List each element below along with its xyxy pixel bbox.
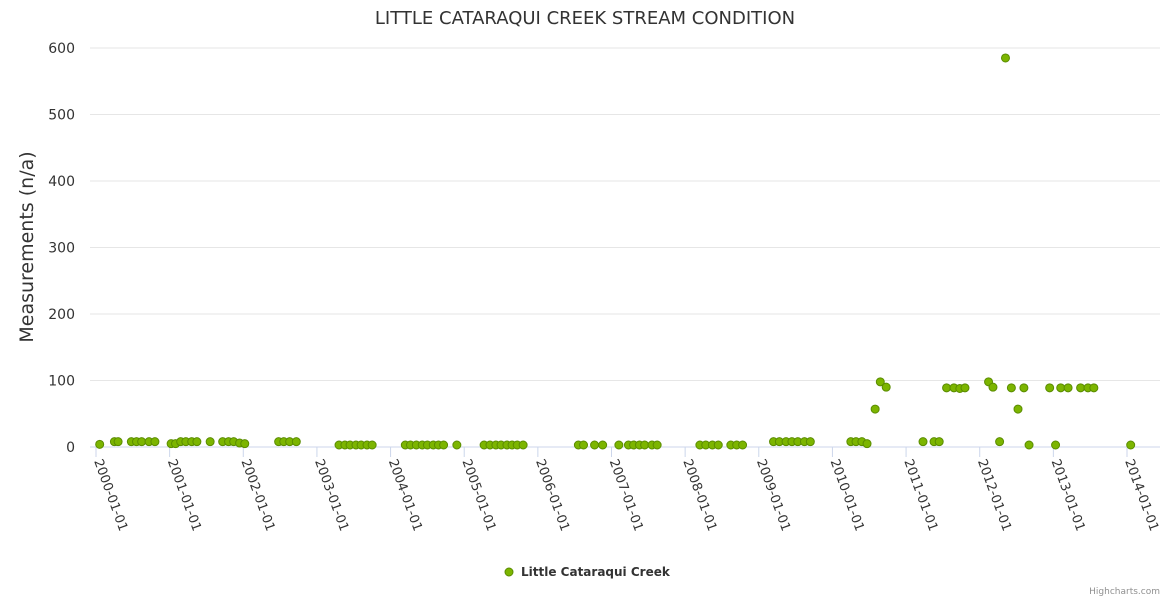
data-point[interactable] — [95, 439, 105, 449]
y-tick-label: 400 — [48, 174, 75, 190]
y-axis-label: Measurements (n/a) — [16, 151, 38, 342]
legend-item-label[interactable]: Little Cataraqui Creek — [521, 565, 671, 579]
y-tick-label: 300 — [48, 241, 75, 257]
data-point[interactable] — [862, 439, 872, 449]
data-point[interactable] — [942, 383, 952, 393]
x-tick-label: 2013-01-01 — [1048, 457, 1088, 533]
x-tick-label: 2001-01-01 — [164, 457, 204, 533]
x-tick-label: 2003-01-01 — [311, 457, 351, 533]
data-point[interactable] — [960, 383, 970, 393]
grid-lines — [90, 47, 1160, 381]
x-tick-label: 2006-01-01 — [532, 457, 572, 533]
y-tick-label: 0 — [66, 440, 75, 456]
data-point[interactable] — [1019, 383, 1029, 393]
x-tick-label: 2002-01-01 — [238, 457, 278, 533]
data-point[interactable] — [1076, 383, 1086, 393]
data-point[interactable] — [870, 404, 880, 414]
data-point[interactable] — [1045, 383, 1055, 393]
data-point[interactable] — [1000, 53, 1010, 63]
data-point[interactable] — [614, 440, 624, 450]
data-point[interactable] — [439, 440, 449, 450]
data-point[interactable] — [1126, 440, 1136, 450]
x-tick-label: 2011-01-01 — [900, 457, 940, 533]
y-tick-label: 500 — [48, 108, 75, 124]
x-tick-label: 2009-01-01 — [753, 457, 793, 533]
y-axis-ticks: 0 100 200 300 400 500 600 — [48, 41, 75, 456]
data-point[interactable] — [598, 440, 608, 450]
data-point[interactable] — [113, 437, 123, 447]
data-point[interactable] — [640, 440, 650, 450]
data-point[interactable] — [713, 440, 723, 450]
credits-link[interactable]: Highcharts.com — [1089, 587, 1160, 597]
data-point[interactable] — [1089, 383, 1099, 393]
x-axis-ticks: 2000-01-01 2001-01-01 2002-01-01 2003-01-01… — [90, 447, 1161, 533]
legend-marker — [504, 567, 514, 577]
data-point[interactable] — [1006, 383, 1016, 393]
x-tick-label: 2005-01-01 — [458, 457, 498, 533]
data-point[interactable] — [1024, 440, 1034, 450]
x-tick-label: 2010-01-01 — [827, 457, 867, 533]
data-point[interactable] — [918, 437, 928, 447]
data-point[interactable] — [805, 437, 815, 447]
series-points — [95, 53, 1136, 450]
data-point[interactable] — [452, 440, 462, 450]
data-point[interactable] — [1051, 440, 1061, 450]
x-tick-label: 2014-01-01 — [1121, 457, 1161, 533]
legend[interactable]: Little Cataraqui Creek — [504, 565, 671, 579]
chart-title: LITTLE CATARAQUI CREEK STREAM CONDITION — [375, 8, 795, 29]
data-point[interactable] — [1056, 383, 1066, 393]
y-tick-label: 200 — [48, 307, 75, 323]
data-point[interactable] — [150, 437, 160, 447]
y-tick-label: 100 — [48, 374, 75, 390]
y-tick-label: 600 — [48, 41, 75, 57]
x-tick-label: 2012-01-01 — [974, 457, 1014, 533]
data-point[interactable] — [738, 440, 748, 450]
data-point[interactable] — [875, 377, 885, 387]
data-point[interactable] — [291, 437, 301, 447]
data-point[interactable] — [881, 382, 891, 392]
data-point[interactable] — [652, 440, 662, 450]
x-tick-label: 2007-01-01 — [606, 457, 646, 533]
data-point[interactable] — [1013, 404, 1023, 414]
data-point[interactable] — [1063, 383, 1073, 393]
data-point[interactable] — [988, 382, 998, 392]
data-point[interactable] — [205, 437, 215, 447]
data-point[interactable] — [590, 440, 600, 450]
x-tick-label: 2008-01-01 — [679, 457, 719, 533]
data-point[interactable] — [934, 437, 944, 447]
data-point[interactable] — [137, 437, 147, 447]
x-tick-label: 2000-01-01 — [90, 457, 130, 533]
data-point[interactable] — [995, 437, 1005, 447]
data-point[interactable] — [518, 440, 528, 450]
data-point[interactable] — [192, 437, 202, 447]
data-point[interactable] — [240, 439, 250, 449]
x-tick-label: 2004-01-01 — [385, 457, 425, 533]
data-point[interactable] — [367, 440, 377, 450]
data-point[interactable] — [579, 440, 589, 450]
